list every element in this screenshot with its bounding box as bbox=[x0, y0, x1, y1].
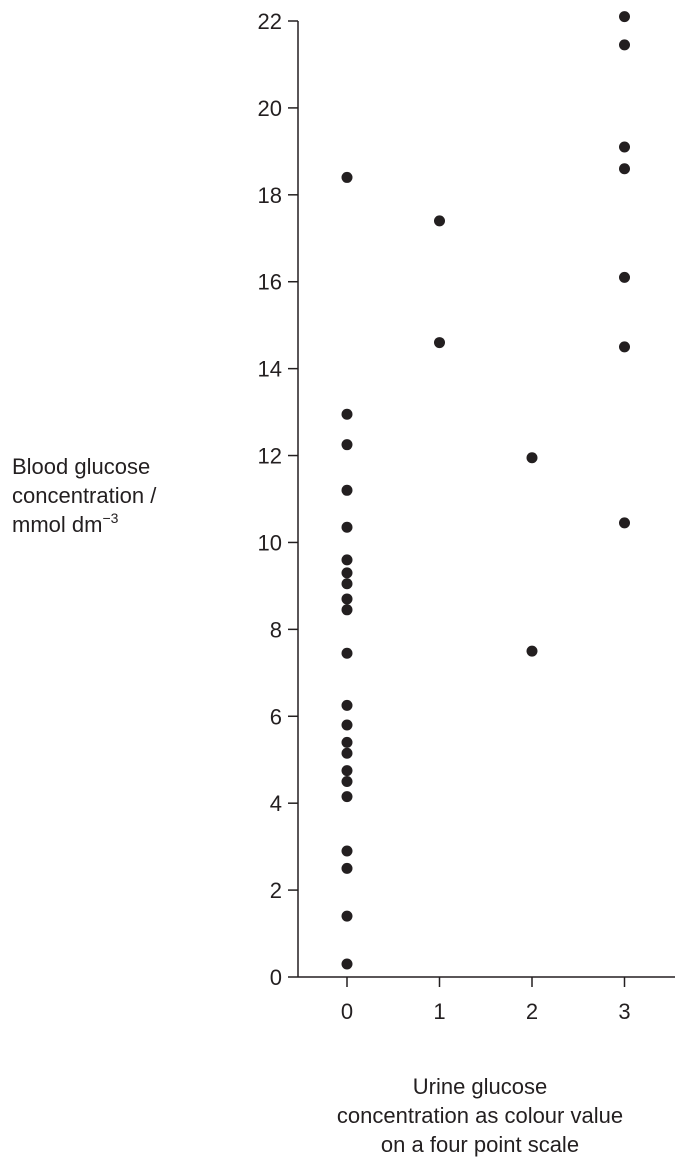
y-tick-label: 6 bbox=[270, 704, 282, 729]
y-tick-label: 16 bbox=[258, 270, 282, 295]
y-axis-label: Blood glucose concentration / mmol dm−3 bbox=[12, 452, 156, 539]
y-tick-label: 8 bbox=[270, 617, 282, 642]
y-tick-label: 10 bbox=[258, 530, 282, 555]
x-axis-label-line-3: on a four point scale bbox=[380, 1132, 580, 1157]
x-tick-label: 0 bbox=[341, 999, 353, 1024]
x-tick-label: 2 bbox=[526, 999, 538, 1024]
y-tick-label: 0 bbox=[270, 965, 282, 990]
data-point bbox=[341, 958, 353, 970]
x-tick-label: 1 bbox=[433, 999, 445, 1024]
data-point bbox=[341, 521, 353, 533]
x-axis-label-line-2: concentration as colour value bbox=[336, 1103, 624, 1128]
data-point bbox=[341, 862, 353, 874]
data-point bbox=[341, 736, 353, 748]
data-point bbox=[341, 171, 353, 183]
data-point bbox=[341, 484, 353, 496]
data-point bbox=[341, 439, 353, 451]
data-point bbox=[341, 593, 353, 605]
data-point bbox=[341, 775, 353, 787]
y-axis-label-line-1: Blood glucose bbox=[12, 454, 151, 479]
data-point bbox=[526, 645, 538, 657]
data-point bbox=[341, 747, 353, 759]
data-point bbox=[619, 341, 630, 353]
data-point bbox=[619, 163, 630, 175]
data-point bbox=[434, 215, 445, 227]
data-point bbox=[619, 39, 630, 51]
y-axis-label-line-2: concentration / bbox=[12, 483, 157, 508]
data-point bbox=[341, 554, 353, 566]
data-point bbox=[341, 765, 353, 777]
x-tick-label: 3 bbox=[618, 999, 630, 1024]
data-point bbox=[341, 845, 353, 857]
data-point bbox=[434, 337, 445, 349]
data-point bbox=[341, 699, 353, 711]
data-point bbox=[341, 647, 353, 659]
data-point bbox=[341, 567, 353, 579]
y-axis-unit-exponent: −3 bbox=[102, 510, 119, 526]
data-point bbox=[619, 141, 630, 153]
axes bbox=[297, 21, 675, 978]
y-tick-label: 14 bbox=[258, 357, 282, 382]
x-axis-label: Urine glucose concentration as colour va… bbox=[285, 1072, 675, 1159]
y-axis-unit: mmol dm bbox=[12, 512, 103, 537]
y-tick-label: 4 bbox=[270, 791, 282, 816]
data-point bbox=[341, 719, 353, 731]
data-point bbox=[619, 271, 630, 283]
y-tick-label: 22 bbox=[258, 9, 282, 34]
data-point bbox=[341, 910, 353, 922]
y-axis-ticks: 0 2 4 6 8 10 12 14 16 18 20 22 bbox=[258, 9, 298, 990]
data-point bbox=[619, 11, 630, 23]
data-point bbox=[526, 452, 538, 464]
data-point bbox=[341, 604, 353, 616]
y-tick-label: 12 bbox=[258, 444, 282, 469]
x-axis-label-line-1: Urine glucose bbox=[412, 1074, 548, 1099]
y-axis-label-line-3: mmol dm−3 bbox=[12, 510, 156, 539]
data-point bbox=[341, 578, 353, 590]
y-tick-label: 18 bbox=[258, 183, 282, 208]
data-points bbox=[341, 11, 630, 970]
y-tick-label: 2 bbox=[270, 878, 282, 903]
x-axis-ticks: 0 1 2 3 bbox=[341, 977, 631, 1024]
y-tick-label: 20 bbox=[258, 96, 282, 121]
data-point bbox=[619, 517, 630, 529]
data-point bbox=[341, 791, 353, 803]
data-point bbox=[341, 408, 353, 420]
